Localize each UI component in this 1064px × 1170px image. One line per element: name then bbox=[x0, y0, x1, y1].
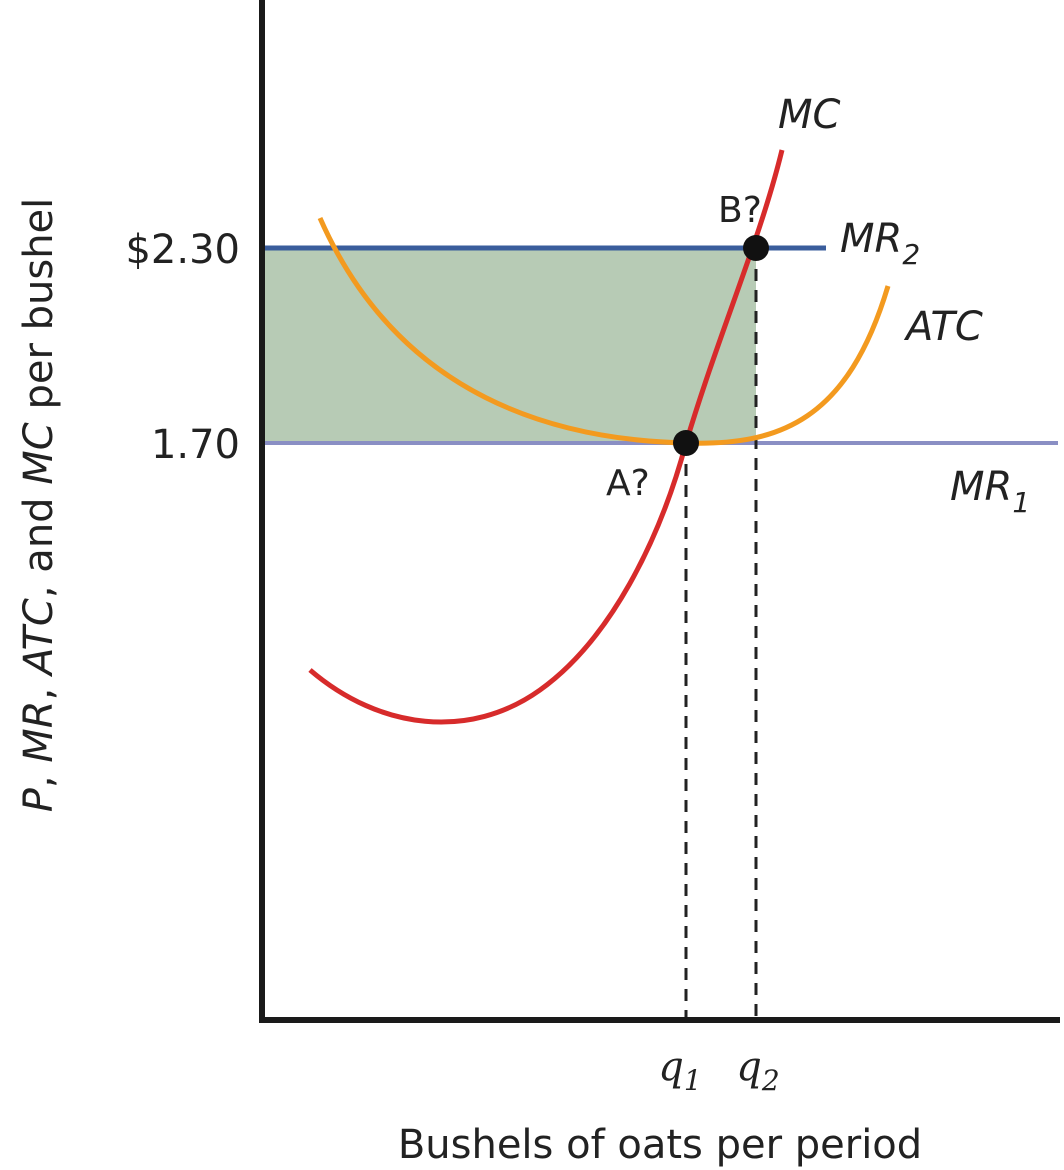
y-title-part-and: , and bbox=[16, 485, 62, 598]
y-title-part-sep2: , bbox=[16, 675, 62, 700]
mr1-label-main: MR bbox=[950, 464, 1012, 510]
y-axis-title: P, MR, ATC, and MC per bushel bbox=[16, 198, 62, 813]
y-title-part-p: P bbox=[16, 787, 62, 812]
y-tick-label-2-30: $2.30 bbox=[125, 227, 240, 273]
mr2-label: MR2 bbox=[840, 216, 920, 271]
mr1-label-sub: 1 bbox=[1012, 486, 1030, 519]
point-b-label: B? bbox=[718, 190, 762, 231]
mr1-label: MR1 bbox=[950, 464, 1030, 519]
x-tick-label-q1: q1 bbox=[658, 1044, 701, 1097]
mr2-label-sub: 2 bbox=[902, 238, 920, 271]
point-a-label: A? bbox=[606, 463, 650, 504]
q1-main: q bbox=[658, 1044, 684, 1090]
point-a bbox=[673, 430, 699, 456]
q1-sub: 1 bbox=[684, 1064, 702, 1097]
y-title-part-atc: ATC bbox=[16, 598, 62, 678]
mr2-label-main: MR bbox=[840, 216, 902, 262]
y-title-part-sep1: , bbox=[16, 763, 62, 788]
mc-label: MC bbox=[778, 92, 841, 138]
atc-curve bbox=[317, 216, 891, 446]
profit-area bbox=[262, 248, 756, 443]
y-tick-label-1-70: 1.70 bbox=[151, 422, 240, 468]
point-b bbox=[743, 235, 769, 261]
y-title-part-mc: MC bbox=[16, 422, 62, 485]
q2-main: q bbox=[736, 1044, 762, 1090]
y-title-part-mr: MR bbox=[16, 700, 62, 762]
atc-label: ATC bbox=[903, 304, 983, 350]
q2-sub: 2 bbox=[761, 1064, 780, 1097]
x-tick-label-q2: q2 bbox=[736, 1044, 779, 1097]
x-axis-title: Bushels of oats per period bbox=[398, 1122, 922, 1168]
mc-curve bbox=[308, 149, 785, 725]
y-title-part-per: per bushel bbox=[16, 198, 62, 423]
